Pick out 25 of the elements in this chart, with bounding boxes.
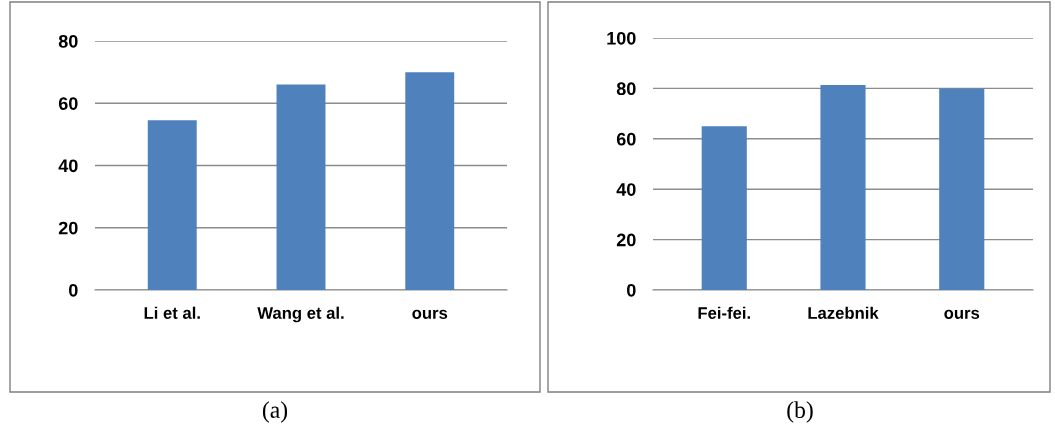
bar [405,72,455,290]
y-tick-label: 20 [616,233,636,247]
x-tick-label: ours [944,309,980,319]
bar [701,126,747,290]
y-tick-label: 0 [69,283,78,297]
y-tick-label: 0 [627,283,636,297]
y-tick-label: 80 [616,82,636,96]
bar [820,85,866,290]
x-tick-label: Wang et al. [257,306,344,323]
text: (b) [787,401,813,423]
y-tick-label: 20 [58,221,78,235]
y-tick-label: 40 [616,183,636,196]
bar [276,84,326,290]
bar [147,120,197,290]
x-tick-label: Li et al. [144,306,200,319]
y-tick-label: 80 [58,34,78,48]
x-tick-label: ours [412,309,448,319]
text: (a) [262,401,288,423]
y-tick-label: 60 [58,97,78,110]
y-tick-label: 40 [58,159,78,173]
y-tick-label: 100 [607,31,636,45]
y-tick-label: 60 [616,132,636,146]
x-tick-label: Lazebnik [808,306,879,319]
bar [939,88,985,290]
x-tick-label: Fei-fei. [698,306,750,319]
